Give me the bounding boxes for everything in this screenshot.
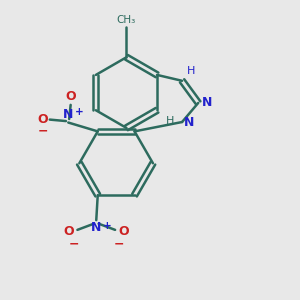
Text: +: + xyxy=(75,107,83,117)
Text: O: O xyxy=(65,89,76,103)
Text: −: − xyxy=(113,238,124,251)
Text: N: N xyxy=(91,221,101,234)
Text: N: N xyxy=(184,116,194,128)
Text: H: H xyxy=(187,65,196,76)
Text: +: + xyxy=(103,221,112,231)
Text: −: − xyxy=(38,125,48,138)
Text: O: O xyxy=(118,225,129,238)
Text: N: N xyxy=(63,108,74,121)
Text: −: − xyxy=(69,238,79,251)
Text: O: O xyxy=(37,112,48,125)
Text: H: H xyxy=(166,116,174,126)
Text: N: N xyxy=(202,96,212,110)
Text: O: O xyxy=(64,225,74,238)
Text: CH₃: CH₃ xyxy=(117,15,136,26)
